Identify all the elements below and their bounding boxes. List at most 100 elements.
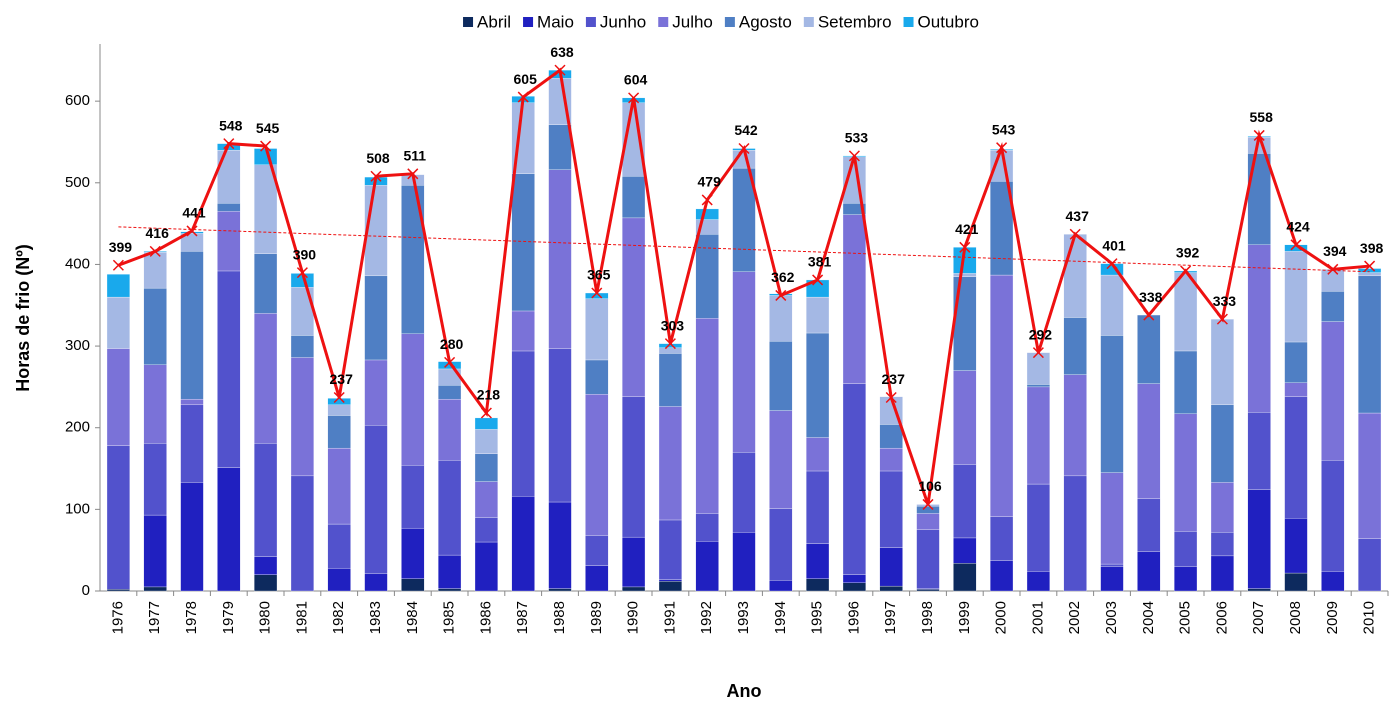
bar-segment bbox=[364, 425, 388, 575]
bar-segment bbox=[732, 452, 756, 533]
bar-segment bbox=[548, 588, 572, 592]
x-tick-label: 1988 bbox=[551, 601, 568, 634]
y-axis-title: Horas de frio (Nº) bbox=[13, 244, 33, 392]
x-tick-label: 2009 bbox=[1324, 601, 1341, 634]
bar-segment bbox=[622, 536, 646, 588]
bar-segment bbox=[953, 273, 977, 277]
bar-segment bbox=[622, 396, 646, 538]
bar-segment bbox=[1284, 572, 1308, 592]
bar-segment bbox=[1358, 412, 1382, 539]
bar-segment bbox=[1358, 275, 1382, 414]
bar-segment bbox=[842, 383, 866, 575]
line-marker bbox=[517, 91, 529, 103]
bar-segment bbox=[1247, 244, 1271, 413]
bar-segment bbox=[658, 519, 682, 580]
bar-segment bbox=[438, 398, 462, 461]
line-marker bbox=[223, 138, 235, 150]
bar-segment bbox=[1321, 269, 1345, 292]
bar-segment bbox=[143, 252, 167, 289]
x-tick-label: 1993 bbox=[735, 601, 752, 634]
bar-segment bbox=[769, 341, 793, 411]
data-label: 292 bbox=[1029, 326, 1053, 342]
x-tick-label: 2005 bbox=[1177, 601, 1194, 634]
line-marker bbox=[149, 245, 161, 257]
bar-segment bbox=[842, 574, 866, 583]
line-marker bbox=[701, 194, 713, 206]
bar-segment bbox=[327, 404, 351, 416]
bar-segment bbox=[769, 295, 793, 342]
y-tick-label: 200 bbox=[65, 419, 90, 436]
y-tick-label: 0 bbox=[82, 582, 90, 599]
bar-segment bbox=[1174, 272, 1198, 352]
x-tick-label: 1992 bbox=[698, 601, 715, 634]
bar-segment bbox=[916, 513, 940, 530]
legend-label: Junho bbox=[600, 12, 646, 31]
bar-segment bbox=[879, 547, 903, 587]
x-tick-label: 1985 bbox=[441, 601, 458, 634]
bar-segment bbox=[438, 588, 462, 592]
bar-segment bbox=[1100, 335, 1124, 473]
line-marker bbox=[444, 356, 456, 368]
bar-segment bbox=[842, 582, 866, 592]
bar-segment bbox=[364, 359, 388, 426]
x-tick-label: 1995 bbox=[809, 601, 826, 634]
line-marker bbox=[1253, 129, 1265, 141]
data-label: 479 bbox=[698, 174, 722, 190]
bar-segment bbox=[953, 563, 977, 592]
bar-segment bbox=[806, 578, 830, 592]
data-label: 511 bbox=[404, 148, 427, 164]
bar-segment bbox=[217, 467, 241, 592]
bar-segment bbox=[327, 398, 351, 406]
bar-segment bbox=[143, 287, 167, 366]
x-tick-label: 1978 bbox=[183, 601, 200, 634]
data-label: 605 bbox=[514, 71, 538, 87]
bar-segment bbox=[1210, 318, 1234, 406]
bar-segment bbox=[1321, 291, 1345, 322]
bar-segment bbox=[106, 274, 130, 298]
data-label: 399 bbox=[109, 239, 133, 255]
bar-segment bbox=[180, 482, 204, 592]
line-marker bbox=[996, 142, 1008, 154]
x-tick-label: 1981 bbox=[293, 601, 310, 634]
x-tick-label: 1986 bbox=[477, 601, 494, 634]
bar-segment bbox=[732, 532, 756, 592]
x-tick-label: 1982 bbox=[330, 601, 347, 634]
bar-segment bbox=[1026, 386, 1050, 485]
bar-segment bbox=[1100, 274, 1124, 336]
bar-segment bbox=[511, 496, 535, 592]
x-tick-label: 1977 bbox=[146, 601, 163, 634]
bar-segment bbox=[290, 357, 314, 477]
bar-segment bbox=[916, 505, 940, 514]
bar-segment bbox=[1026, 483, 1050, 572]
data-label: 558 bbox=[1250, 109, 1274, 125]
x-tick-label: 1989 bbox=[588, 601, 605, 634]
legend: Abril Maio Junho Julho Agosto Setembro Outubro bbox=[463, 12, 979, 31]
bar-segment bbox=[548, 501, 572, 589]
legend-label: Agosto bbox=[739, 12, 792, 31]
data-label: 398 bbox=[1360, 240, 1384, 256]
bar-segment bbox=[1100, 566, 1124, 592]
bar-segment bbox=[695, 318, 719, 514]
bar-segment bbox=[364, 275, 388, 361]
bar-segment bbox=[695, 208, 719, 220]
data-label: 362 bbox=[771, 269, 795, 285]
bar-segment bbox=[916, 589, 940, 592]
bar-segment bbox=[1137, 498, 1161, 552]
bar-segment bbox=[143, 514, 167, 588]
bar-segment bbox=[254, 253, 278, 314]
x-tick-label: 2007 bbox=[1250, 601, 1267, 634]
line-marker bbox=[260, 140, 272, 152]
line-marker bbox=[628, 92, 640, 104]
bar-segment bbox=[1063, 374, 1087, 477]
x-tick-label: 2002 bbox=[1066, 601, 1083, 634]
x-tick-label: 2008 bbox=[1287, 601, 1304, 634]
data-label: 390 bbox=[293, 246, 317, 262]
data-label: 401 bbox=[1102, 237, 1126, 253]
bar-segment bbox=[1358, 538, 1382, 592]
bar-segment bbox=[769, 508, 793, 581]
line-marker bbox=[1106, 258, 1118, 270]
x-tick-label: 2004 bbox=[1140, 601, 1157, 634]
bar-segment bbox=[953, 276, 977, 371]
x-tick-label: 1976 bbox=[109, 601, 126, 634]
bar-segment bbox=[1137, 314, 1161, 384]
